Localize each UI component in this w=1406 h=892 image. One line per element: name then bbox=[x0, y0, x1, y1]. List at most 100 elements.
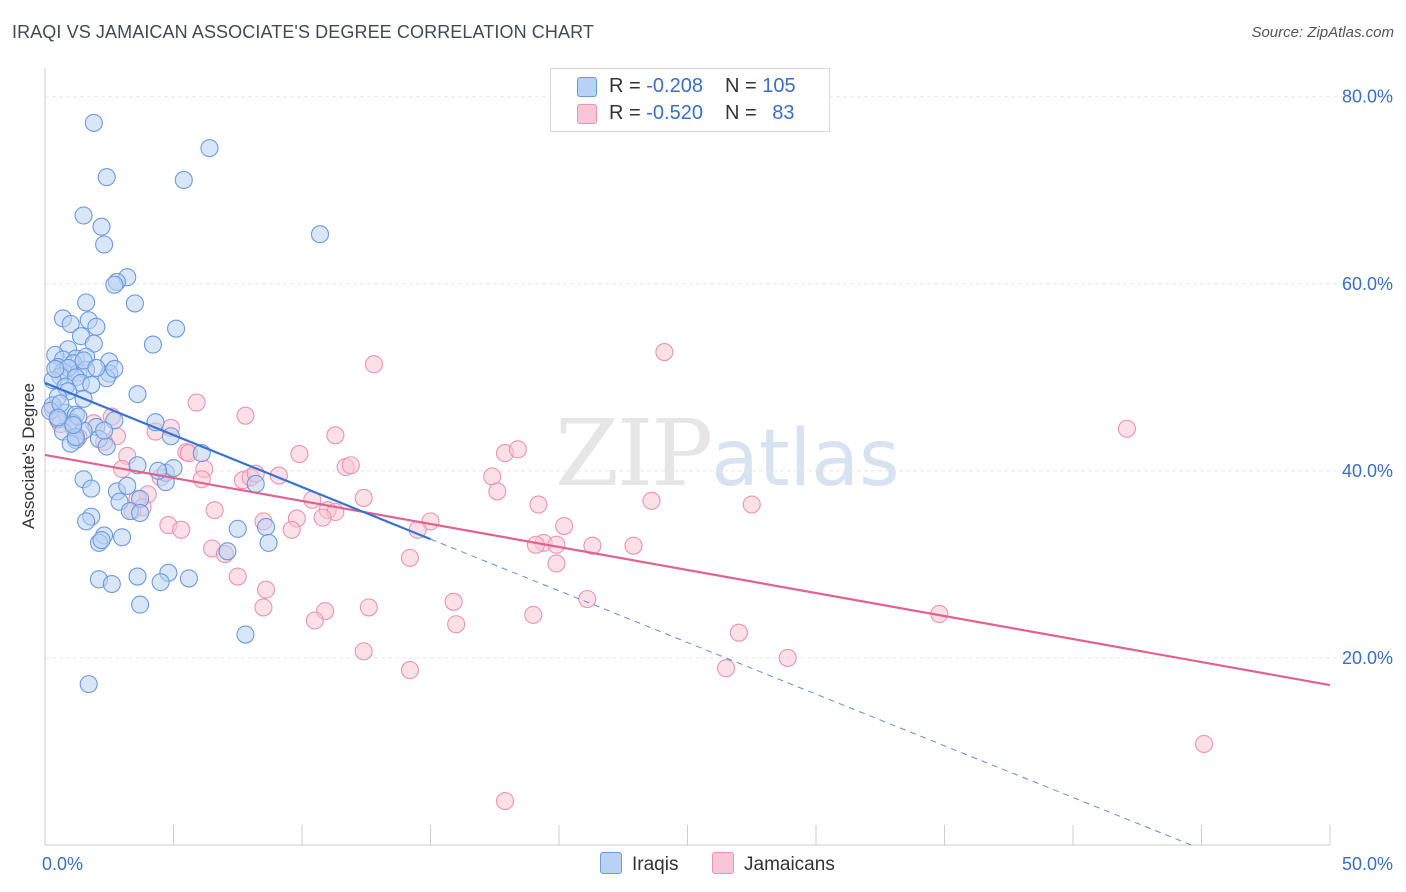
jamaicans-point-80 bbox=[1195, 734, 1214, 754]
jamaicans-point-53 bbox=[282, 520, 301, 539]
jamaicans-point-39 bbox=[354, 488, 373, 508]
iraqis-point-75 bbox=[77, 512, 96, 531]
jamaicans-point-64 bbox=[547, 554, 566, 573]
bottom-iraqis-label: Iraqis bbox=[632, 854, 679, 875]
iraqis-point-92 bbox=[79, 675, 98, 694]
jamaicans-point-46 bbox=[313, 508, 332, 527]
jamaicans-trendline bbox=[44, 453, 1331, 687]
legend-iraqis-text: R = -0.208 N = 105 bbox=[609, 75, 796, 98]
iraqis-point-103 bbox=[118, 476, 137, 495]
jamaicans-point-67 bbox=[444, 592, 463, 611]
jamaicans-point-58 bbox=[583, 536, 602, 555]
iraqis-point-0 bbox=[84, 113, 103, 132]
legend-jamaicans-r-label: R = bbox=[609, 102, 647, 124]
iraqis-point-76 bbox=[256, 517, 276, 537]
legend-iraqis-n-value: 105 bbox=[762, 75, 796, 97]
jamaicans-swatch bbox=[577, 104, 597, 124]
iraqis-point-40 bbox=[82, 375, 101, 394]
jamaicans-point-14 bbox=[364, 355, 384, 374]
jamaicans-point-72 bbox=[524, 605, 543, 624]
iraqis-point-89 bbox=[102, 574, 121, 594]
legend-iraqis-n-label: N = bbox=[724, 75, 763, 97]
jamaicans-point-79 bbox=[716, 659, 736, 678]
iraqis-point-17 bbox=[87, 317, 106, 336]
iraqis-swatch bbox=[577, 77, 597, 97]
jamaicans-point-78 bbox=[400, 661, 419, 680]
bottom-jamaicans-label: Jamaicans bbox=[744, 854, 835, 875]
trendlines bbox=[44, 381, 1331, 846]
jamaicans-point-24 bbox=[192, 470, 211, 489]
iraqis-point-74 bbox=[131, 503, 150, 522]
legend-jamaicans-n-label: N = bbox=[724, 102, 763, 124]
jamaicans-point-34 bbox=[488, 482, 507, 501]
iraqis-point-85 bbox=[128, 567, 147, 586]
iraqis-point-3 bbox=[174, 170, 193, 190]
legend-jamaicans-n-value: 83 bbox=[772, 102, 795, 124]
legend-iraqis-r-value: -0.208 bbox=[646, 75, 703, 97]
jamaicans-points bbox=[43, 343, 1214, 811]
jamaicans-point-69 bbox=[254, 598, 273, 617]
jamaicans-point-13 bbox=[236, 406, 255, 425]
jamaicans-point-74 bbox=[447, 615, 466, 634]
jamaicans-point-63 bbox=[400, 548, 419, 567]
jamaicans-point-73 bbox=[305, 611, 324, 630]
iraqis-point-5 bbox=[92, 217, 111, 236]
axes bbox=[44, 68, 1331, 846]
iraqis-point-4 bbox=[74, 206, 93, 225]
jamaicans-point-48 bbox=[529, 495, 548, 514]
jamaicans-point-76 bbox=[729, 623, 748, 642]
iraqis-point-91 bbox=[236, 625, 255, 644]
iraqis-point-93 bbox=[164, 458, 183, 478]
iraqis-point-61 bbox=[97, 437, 116, 456]
bottom-jamaicans-swatch bbox=[712, 852, 734, 874]
iraqis-point-16 bbox=[61, 314, 80, 334]
iraqis-point-90 bbox=[131, 595, 150, 614]
bottom-iraqis-swatch bbox=[600, 852, 622, 874]
iraqis-trendline bbox=[44, 381, 431, 541]
jamaicans-point-65 bbox=[228, 567, 247, 586]
axis-labels: 20.0% 40.0% 60.0% 80.0% 0.0% 50.0% Associate's… bbox=[19, 87, 1393, 874]
iraqis-point-97 bbox=[87, 358, 106, 378]
jamaicans-point-81 bbox=[495, 791, 515, 811]
legend-jamaicans-r-value: -0.520 bbox=[646, 102, 703, 124]
iraqis-points bbox=[41, 113, 330, 694]
iraqis-point-15 bbox=[167, 319, 186, 338]
source-label: Source: ZipAtlas.com bbox=[1251, 24, 1394, 41]
jamaicans-point-16 bbox=[1117, 419, 1137, 438]
y-tick-label-40: 40.0% bbox=[1342, 461, 1393, 481]
iraqis-point-77 bbox=[228, 519, 247, 538]
legend-jamaicans-text: R = -0.520 N = 83 bbox=[609, 102, 794, 125]
correlation-legend: R = -0.208 N = 105 R = -0.520 N = 83 bbox=[550, 68, 830, 132]
watermark: ZIPatlas bbox=[555, 400, 900, 507]
jamaicans-point-17 bbox=[290, 444, 309, 464]
jamaicans-point-49 bbox=[642, 491, 661, 510]
legend-iraqis-r-label: R = bbox=[609, 75, 647, 97]
iraqis-point-79 bbox=[113, 528, 132, 547]
iraqis-point-67 bbox=[246, 474, 265, 493]
jamaicans-point-31 bbox=[483, 467, 502, 486]
jamaicans-point-77 bbox=[778, 648, 797, 667]
jamaicans-point-50 bbox=[742, 495, 761, 514]
iraqis-point-98 bbox=[105, 359, 124, 378]
jamaicans-point-82 bbox=[354, 642, 373, 661]
iraqis-point-6 bbox=[310, 225, 330, 244]
iraqis-point-83 bbox=[218, 542, 237, 561]
y-axis-label: Associate's Degree bbox=[19, 383, 38, 529]
chart-title: IRAQI VS JAMAICAN ASSOCIATE'S DEGREE COR… bbox=[12, 22, 594, 42]
jamaicans-point-15 bbox=[655, 343, 674, 362]
iraqis-point-11 bbox=[125, 294, 144, 313]
jamaicans-point-12 bbox=[187, 393, 206, 412]
x-tick-label-max: 50.0% bbox=[1342, 854, 1393, 874]
iraqis-point-10 bbox=[105, 275, 124, 294]
bottom-legend-jamaicans[interactable]: Jamaicans bbox=[712, 852, 835, 876]
jamaicans-point-55 bbox=[555, 516, 574, 536]
iraqis-point-101 bbox=[48, 408, 67, 427]
iraqis-point-68 bbox=[82, 479, 101, 498]
x-tick-label-min: 0.0% bbox=[42, 854, 83, 874]
iraqis-point-88 bbox=[151, 573, 170, 592]
watermark-zip: ZIP bbox=[555, 400, 713, 507]
watermark-atlas: atlas bbox=[711, 414, 900, 504]
bottom-legend-iraqis[interactable]: Iraqis bbox=[600, 852, 678, 876]
iraqis-point-7 bbox=[95, 235, 114, 254]
